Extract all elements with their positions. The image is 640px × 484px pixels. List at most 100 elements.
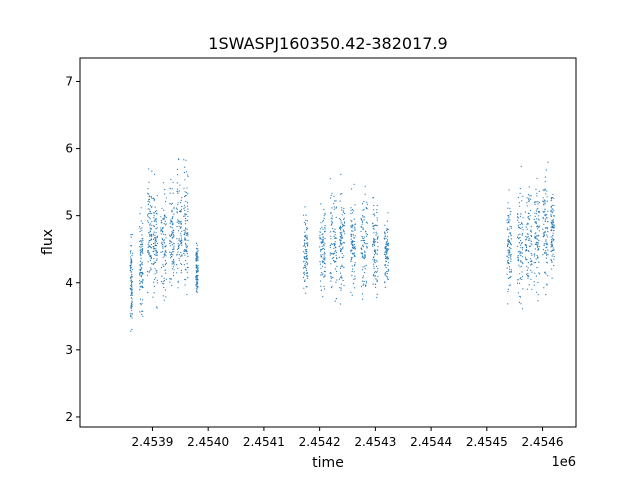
data-point (179, 240, 181, 242)
data-point (376, 219, 378, 221)
data-point (507, 288, 509, 290)
data-point (528, 200, 531, 202)
data-point (535, 235, 537, 237)
data-point (343, 255, 345, 257)
data-point (149, 211, 151, 213)
data-point (520, 165, 522, 168)
data-point (353, 254, 356, 257)
data-point (129, 313, 131, 315)
data-point (334, 200, 336, 202)
data-point (510, 260, 512, 262)
data-point (385, 242, 387, 244)
data-point (386, 236, 388, 238)
data-point (195, 275, 198, 277)
data-point (196, 247, 198, 249)
data-point (377, 246, 379, 248)
data-point (530, 264, 532, 266)
data-point (517, 251, 519, 253)
data-point (131, 268, 133, 271)
data-point (304, 266, 306, 268)
data-point (530, 226, 532, 228)
data-point (152, 234, 154, 236)
data-point (156, 227, 158, 229)
data-point (550, 223, 553, 225)
data-point (180, 233, 182, 235)
data-point (131, 252, 133, 254)
data-point (537, 248, 540, 250)
data-point (519, 236, 521, 239)
data-point (520, 247, 522, 249)
data-point (323, 261, 325, 263)
data-point (306, 277, 308, 279)
data-point (173, 206, 175, 208)
data-point (344, 233, 346, 235)
data-point (149, 212, 151, 215)
data-point (130, 316, 132, 318)
data-point (546, 190, 548, 192)
data-point (141, 241, 143, 243)
data-point (139, 253, 141, 256)
data-point (366, 203, 369, 205)
data-point (307, 262, 309, 264)
data-point (374, 262, 376, 264)
data-point (376, 261, 378, 263)
data-point (519, 266, 521, 268)
data-point (169, 203, 171, 205)
data-point (386, 258, 388, 260)
data-point (333, 243, 335, 245)
data-point (178, 158, 180, 160)
data-point (372, 197, 374, 199)
data-point (342, 246, 344, 248)
data-point (550, 214, 552, 216)
data-point (341, 223, 343, 225)
data-point (154, 268, 156, 270)
data-point (508, 216, 510, 218)
data-point (153, 199, 155, 201)
data-point (538, 261, 540, 263)
data-point (384, 286, 386, 288)
data-point (518, 301, 521, 303)
data-point (330, 280, 332, 282)
data-point (527, 216, 529, 218)
data-point (350, 233, 352, 235)
data-point (305, 253, 308, 255)
data-point (385, 275, 387, 277)
data-point (351, 274, 353, 277)
data-point (330, 217, 332, 219)
data-point (180, 269, 182, 272)
data-point (342, 224, 344, 226)
data-point (306, 220, 308, 222)
data-point (384, 264, 386, 266)
data-point (178, 220, 180, 222)
data-point (173, 260, 175, 262)
data-point (156, 195, 158, 197)
data-point (366, 208, 368, 210)
data-point (361, 221, 364, 223)
data-point (350, 250, 352, 252)
data-point (153, 220, 155, 222)
data-point (344, 212, 346, 215)
data-point (339, 249, 341, 251)
data-point (149, 230, 151, 232)
data-point (521, 233, 524, 235)
data-point (510, 270, 512, 273)
data-point (545, 169, 547, 171)
data-point (373, 238, 375, 240)
data-point (528, 198, 530, 200)
data-point (306, 254, 308, 257)
data-point (385, 260, 387, 262)
data-point (521, 265, 523, 267)
data-point (518, 202, 520, 204)
data-point (538, 225, 541, 227)
data-point (185, 234, 187, 236)
data-point (362, 246, 364, 248)
data-point (142, 299, 144, 301)
data-point (544, 218, 547, 220)
data-point (521, 271, 523, 273)
data-point (544, 202, 546, 205)
data-point (129, 288, 131, 290)
data-point (518, 264, 520, 266)
data-point (163, 254, 165, 256)
data-point (154, 241, 156, 243)
data-point (552, 249, 554, 251)
